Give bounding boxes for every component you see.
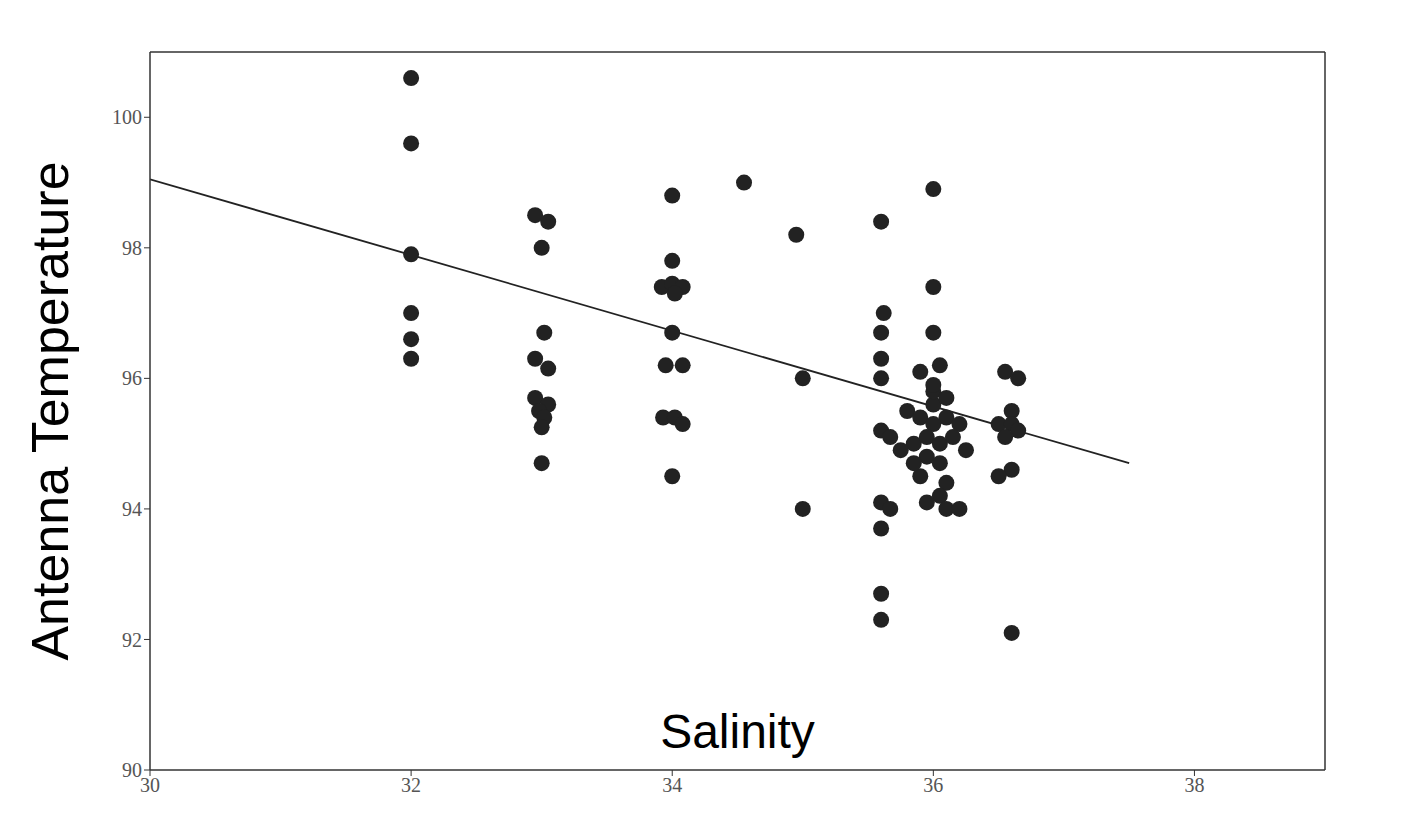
- svg-text:94: 94: [122, 498, 142, 520]
- svg-text:96: 96: [122, 367, 142, 389]
- svg-text:98: 98: [122, 237, 142, 259]
- svg-text:Antenna Temperature: Antenna Temperature: [21, 161, 79, 660]
- svg-text:34: 34: [662, 774, 682, 796]
- svg-text:92: 92: [122, 629, 142, 651]
- svg-text:32: 32: [401, 774, 421, 796]
- svg-text:100: 100: [112, 106, 142, 128]
- svg-text:30: 30: [140, 774, 160, 796]
- svg-text:Salinity: Salinity: [660, 705, 815, 758]
- svg-text:36: 36: [923, 774, 943, 796]
- svg-text:90: 90: [122, 759, 142, 781]
- svg-text:38: 38: [1184, 774, 1204, 796]
